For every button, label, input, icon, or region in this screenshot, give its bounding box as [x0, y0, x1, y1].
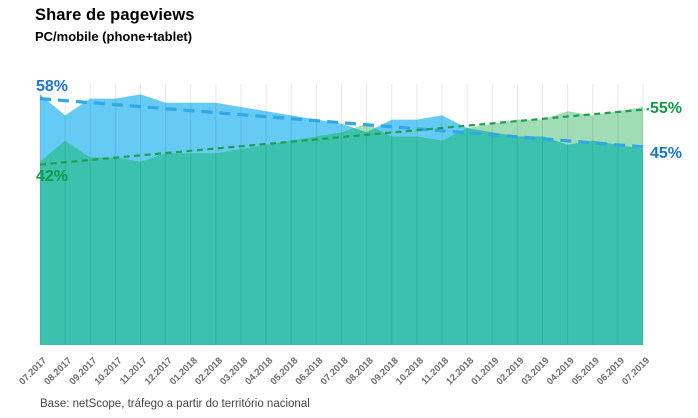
source-note: Base: netScope, tráfego a partir do terr…	[40, 398, 310, 410]
chart-subtitle: PC/mobile (phone+tablet)	[35, 29, 193, 44]
x-tick-label: 10.2017	[92, 355, 124, 387]
mobile-end-value-label: 55%	[650, 100, 683, 117]
pc-start-value-label: 58%	[36, 78, 69, 95]
mobile-trend-line	[39, 108, 650, 166]
pc-trend-line	[39, 97, 650, 149]
mobile-start-value-label: 42%	[36, 168, 69, 185]
overlap-area	[40, 128, 643, 345]
chart-title: Share de pageviews	[35, 6, 195, 24]
x-tick-label: 07.2019	[620, 355, 652, 387]
pc-end-value-label: 45%	[650, 145, 683, 162]
x-tick-label: 10.2018	[394, 355, 426, 387]
